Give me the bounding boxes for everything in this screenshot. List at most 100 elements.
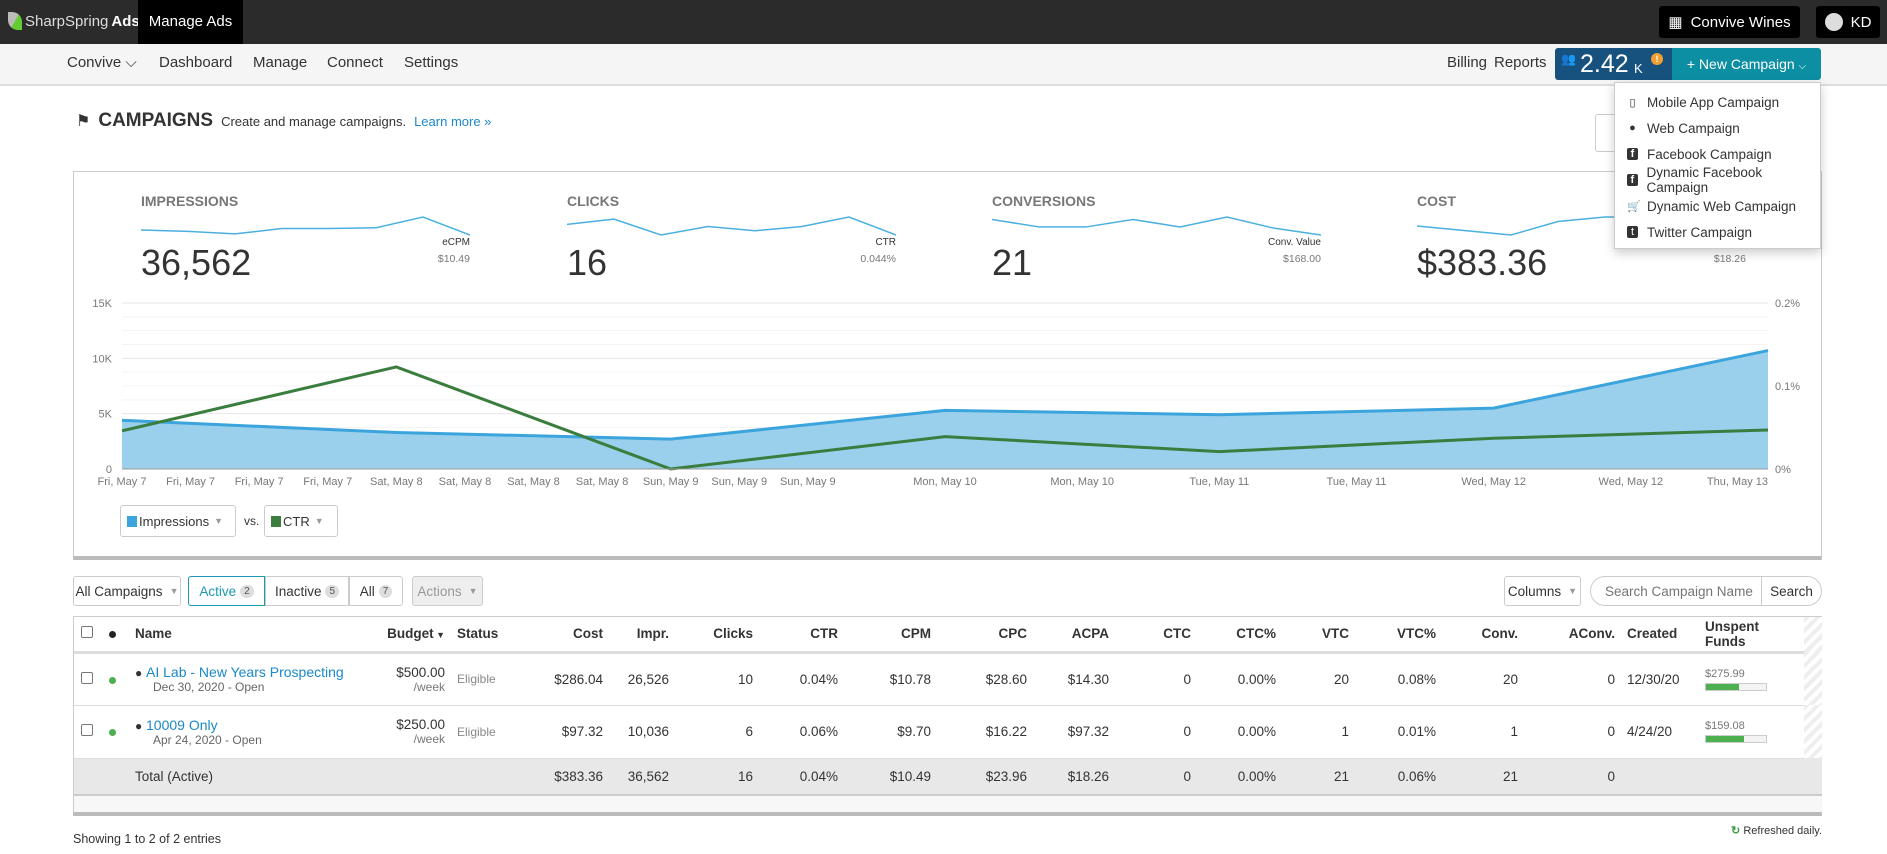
actions-label: Actions (417, 583, 462, 599)
tab-label: Active (199, 583, 237, 599)
cell: $97.32 (523, 705, 611, 759)
tab-count: 2 (240, 584, 254, 598)
sparkline-line (567, 216, 896, 236)
x-axis-tick: Wed, May 12 (1599, 476, 1664, 488)
new-campaign-button[interactable]: + New Campaign ⌵ (1672, 48, 1821, 80)
refresh-icon: ↻ (1731, 825, 1741, 837)
sparkline (567, 216, 896, 236)
col-impr[interactable]: Impr. (611, 617, 677, 654)
col-cost[interactable]: Cost (523, 617, 611, 654)
cart-icon: 🛒 (1627, 200, 1641, 213)
nav-connect[interactable]: Connect (327, 54, 383, 71)
tab-inactive[interactable]: Inactive 5 (265, 576, 349, 606)
left-axis-tick: 0 (106, 464, 112, 476)
col-ctr[interactable]: CTR (761, 617, 846, 654)
nav-reports[interactable]: Reports (1494, 54, 1547, 71)
tab-label: Inactive (274, 583, 322, 599)
cell: $97.32 (1035, 705, 1117, 759)
total-cell: 0.06% (1357, 758, 1444, 796)
campaign-link[interactable]: 10009 Only (146, 716, 218, 733)
campaign-filter-select[interactable]: All Campaigns ▼ (73, 576, 181, 606)
twitter-icon: t (1627, 226, 1638, 238)
metric-label: CONVERSIONS (992, 193, 1096, 209)
metric-impressions: IMPRESSIONS 36,562 eCPM $10.49 (141, 193, 470, 284)
mobile-icon: ▯ (1629, 96, 1636, 109)
campaign-link[interactable]: AI Lab - New Years Prospecting (146, 664, 344, 680)
tab-count: 7 (378, 584, 393, 598)
columns-button[interactable]: Columns ▼ (1504, 576, 1581, 606)
cell: 0 (1117, 705, 1199, 759)
right-axis-tick: 0% (1775, 464, 1791, 476)
menu-item-dynamic-web[interactable]: 🛒 Dynamic Web Campaign (1615, 193, 1820, 219)
col-vtc-pct[interactable]: VTC% (1357, 617, 1444, 654)
col-acpa[interactable]: ACPA (1035, 617, 1117, 654)
col-cpc[interactable]: CPC (939, 617, 1035, 654)
metric-label: CLICKS (567, 193, 620, 209)
total-cell: $18.26 (1035, 758, 1117, 796)
actions-button[interactable]: Actions ▼ (412, 576, 483, 606)
left-axis-tick: 15K (92, 298, 112, 310)
impressions-area (122, 350, 1768, 469)
user-button[interactable]: KD (1816, 6, 1880, 38)
cell: 0.06% (761, 705, 846, 759)
menu-item-twitter[interactable]: t Twitter Campaign (1615, 219, 1820, 245)
left-metric-select[interactable]: Impressions ▼ (120, 505, 236, 537)
performance-chart: 0 5K 10K 15K 0% 0.1% 0.2% Fri, May 7 Fri, May 7 F… (92, 298, 1800, 488)
menu-item-facebook[interactable]: f Facebook Campaign (1615, 141, 1820, 167)
search-button[interactable]: Search (1761, 576, 1822, 606)
menu-label: Dynamic Facebook Campaign (1646, 165, 1763, 195)
nav-settings[interactable]: Settings (404, 54, 459, 71)
row-checkbox[interactable] (81, 724, 93, 736)
cell: 1 (1284, 705, 1357, 759)
menu-item-dynamic-facebook[interactable]: f Dynamic Facebook Campaign (1615, 165, 1820, 195)
menu-item-mobile-app[interactable]: ▯ Mobile App Campaign (1615, 89, 1820, 115)
scroll-stripe (1804, 652, 1822, 705)
col-budget[interactable]: Budget ▼ (381, 617, 453, 654)
col-name[interactable]: Name (131, 617, 381, 654)
cell: 0.04% (761, 652, 846, 706)
logo[interactable]: SharpSpring Ads (8, 12, 140, 30)
nav-convive[interactable]: Convive ⌵ (67, 54, 137, 71)
col-aconv[interactable]: AConv. (1526, 617, 1623, 654)
metric-sub-label: Conv. Value (1268, 237, 1321, 248)
total-cell: 16 (677, 758, 761, 796)
chevron-down-icon: ⌵ (1798, 61, 1807, 72)
balance-badge[interactable]: 👥 2.42 K ! (1555, 48, 1672, 80)
caret-down-icon: ▼ (214, 516, 223, 526)
tab-active[interactable]: Active 2 (188, 576, 265, 606)
col-ctc-pct[interactable]: CTC% (1199, 617, 1284, 654)
page-title: CAMPAIGNS (98, 110, 214, 131)
menu-item-web[interactable]: ● Web Campaign (1615, 115, 1820, 141)
right-metric-select[interactable]: CTR ▼ (264, 505, 338, 537)
cell: 10,036 (611, 705, 677, 759)
col-ctc[interactable]: CTC (1117, 617, 1199, 654)
facebook-icon: f (1627, 174, 1638, 186)
status-dot-icon (109, 631, 116, 639)
col-clicks[interactable]: Clicks (677, 617, 761, 654)
col-conv[interactable]: Conv. (1444, 617, 1526, 654)
manage-ads-tab[interactable]: Manage Ads (138, 0, 243, 44)
metric-cost: COST $383.36 $18.26 (1417, 193, 1746, 284)
col-unspent[interactable]: Unspent Funds (1701, 617, 1804, 654)
nav-dashboard[interactable]: Dashboard (159, 54, 233, 71)
account-button[interactable]: ▦ Convive Wines (1659, 6, 1800, 38)
nav-manage[interactable]: Manage (253, 54, 308, 71)
search-input[interactable] (1590, 576, 1762, 606)
total-cell: 0 (1117, 758, 1199, 796)
entries-info: Showing 1 to 2 of 2 entries (73, 832, 222, 846)
col-vtc[interactable]: VTC (1284, 617, 1357, 654)
learn-more-link[interactable]: Learn more » (414, 114, 492, 129)
row-checkbox[interactable] (81, 671, 93, 684)
impressions-swatch (127, 515, 137, 527)
nav-billing[interactable]: Billing (1447, 54, 1488, 71)
cell: 26,526 (611, 652, 677, 706)
col-cpm[interactable]: CPM (846, 617, 939, 654)
col-created[interactable]: Created (1623, 617, 1701, 654)
sparkline-line (992, 216, 1321, 236)
globe-icon: ● (135, 718, 143, 733)
tab-all[interactable]: All 7 (349, 576, 403, 606)
col-status[interactable]: Status (453, 617, 523, 654)
table-header: Name Budget ▼ Status Cost Impr. Clicks C… (74, 617, 1822, 654)
user-avatar-icon (1824, 13, 1843, 31)
select-all-checkbox[interactable] (81, 626, 93, 639)
